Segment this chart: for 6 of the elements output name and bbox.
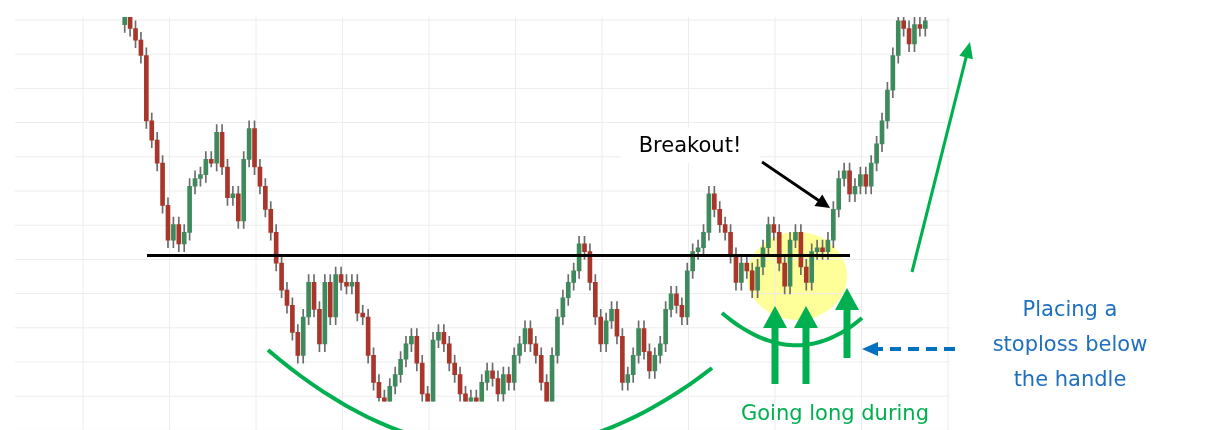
annotation: Going long during (740, 400, 930, 427)
annotation: Breakout! (620, 128, 760, 163)
candlestick (349, 274, 355, 295)
candlestick (360, 305, 366, 326)
text: Placing a stoploss below the handle (991, 296, 1149, 393)
candlestick (917, 17, 923, 37)
